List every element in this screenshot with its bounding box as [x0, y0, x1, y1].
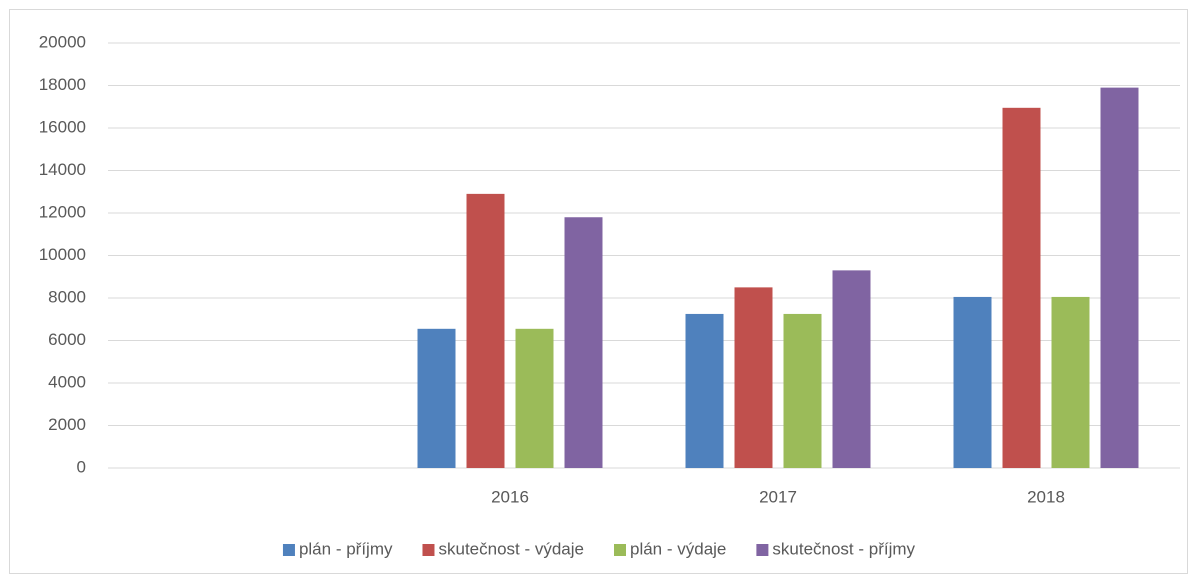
bar: [466, 193, 505, 468]
y-tick-label: 14000: [39, 160, 86, 179]
bar: [1051, 296, 1090, 468]
y-tick-label: 6000: [48, 330, 86, 349]
x-tick-label: 2018: [1027, 487, 1065, 506]
legend-swatch: [614, 544, 626, 556]
bar: [417, 328, 456, 468]
bar: [1002, 107, 1041, 468]
legend-label: plán - příjmy: [299, 539, 393, 558]
y-tick-label: 10000: [39, 245, 86, 264]
x-tick-label: 2016: [491, 487, 529, 506]
x-tick-label: 2017: [759, 487, 797, 506]
bar: [953, 296, 992, 468]
y-tick-label: 18000: [39, 75, 86, 94]
legend-label: skutečnost - příjmy: [772, 539, 915, 558]
bar: [1100, 87, 1139, 468]
legend-swatch: [282, 544, 295, 556]
y-tick-label: 16000: [39, 117, 86, 136]
bar: [515, 328, 554, 468]
y-tick-label: 12000: [39, 202, 86, 221]
legend-swatch: [756, 544, 769, 556]
bar: [564, 217, 603, 468]
y-tick-label: 4000: [48, 372, 86, 391]
legend-label: plán - výdaje: [630, 539, 726, 558]
y-tick-label: 2000: [48, 415, 86, 434]
bar: [685, 313, 724, 468]
bar: [783, 313, 822, 468]
y-tick-label: 0: [77, 457, 86, 476]
y-tick-label: 20000: [39, 32, 86, 51]
legend-swatch: [422, 544, 435, 556]
legend-label: skutečnost - výdaje: [438, 539, 584, 558]
y-tick-label: 8000: [48, 287, 86, 306]
bar: [734, 287, 773, 468]
bar: [832, 270, 871, 468]
